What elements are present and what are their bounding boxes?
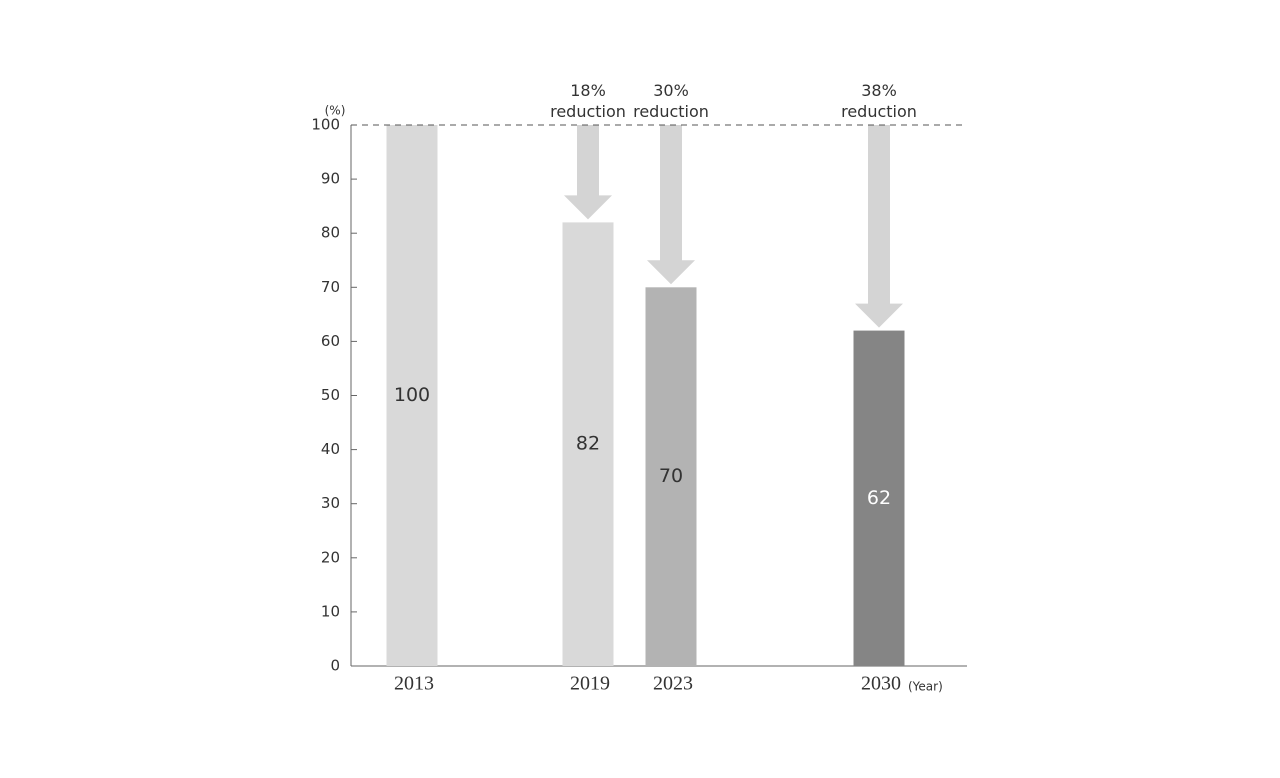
- annotation: 38% reduction: [841, 81, 917, 121]
- y-tick-label: 80: [321, 224, 340, 242]
- bar: [853, 330, 905, 666]
- reduction-arrow: [647, 125, 695, 285]
- y-tick-label: 100: [311, 116, 340, 134]
- x-tick-label: 2030: [861, 673, 901, 695]
- y-tick-label: 10: [321, 602, 340, 620]
- bar: [645, 287, 697, 666]
- bar: [386, 125, 438, 666]
- reduction-arrow: [855, 125, 903, 328]
- x-tick-label: 2023: [653, 673, 693, 695]
- y-tick-label: 0: [330, 657, 340, 675]
- y-tick-label: 50: [321, 386, 340, 404]
- y-tick-label: 90: [321, 170, 340, 188]
- x-tick-label: 2013: [394, 673, 434, 695]
- x-unit-label: (Year): [908, 680, 943, 694]
- bar: [562, 222, 614, 666]
- value-label: 62: [867, 487, 891, 509]
- y-tick-label: 40: [321, 440, 340, 458]
- x-tick-label: 2019: [570, 673, 610, 695]
- value-label: 100: [394, 384, 430, 406]
- annotation: 18% reduction: [550, 81, 626, 121]
- reduction-arrow: [564, 125, 612, 220]
- y-tick-label: 30: [321, 494, 340, 512]
- value-label: 70: [659, 465, 683, 487]
- y-tick-label: 70: [321, 278, 340, 296]
- y-tick-label: 20: [321, 548, 340, 566]
- annotation: 30% reduction: [633, 81, 709, 121]
- y-unit-label: (%): [325, 104, 346, 118]
- y-tick-label: 60: [321, 332, 340, 350]
- value-label: 82: [576, 433, 600, 455]
